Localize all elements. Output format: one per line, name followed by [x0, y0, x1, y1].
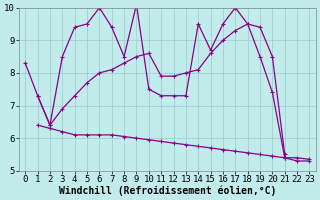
X-axis label: Windchill (Refroidissement éolien,°C): Windchill (Refroidissement éolien,°C)	[59, 185, 276, 196]
